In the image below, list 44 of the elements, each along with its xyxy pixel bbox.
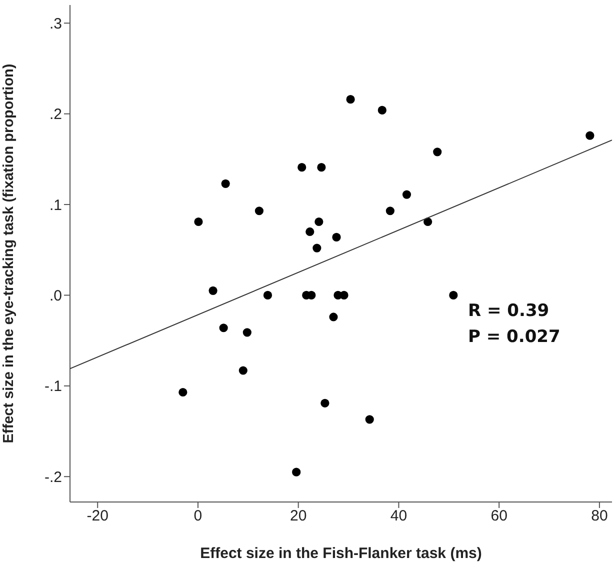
point bbox=[317, 163, 326, 172]
point bbox=[424, 217, 432, 226]
point bbox=[320, 398, 330, 408]
point bbox=[314, 217, 324, 226]
point bbox=[178, 388, 188, 397]
annotation: P = 0.027 bbox=[468, 327, 560, 347]
point bbox=[312, 244, 322, 252]
point bbox=[219, 324, 228, 332]
point bbox=[238, 366, 248, 375]
point bbox=[306, 227, 314, 236]
point bbox=[194, 217, 203, 226]
y-tick-label: .3 bbox=[49, 15, 62, 32]
point bbox=[329, 312, 338, 322]
point bbox=[365, 415, 374, 424]
point bbox=[346, 95, 355, 104]
x-tick-label: 80 bbox=[591, 508, 608, 525]
point bbox=[586, 131, 594, 140]
x-axis-title: Effect size in the Fish-Flanker task (ms) bbox=[200, 545, 482, 562]
y-tick-label: .2 bbox=[49, 106, 62, 124]
y-axis-title: Effect size in the eye-tracking task (fixation proportion) bbox=[1, 64, 18, 444]
point bbox=[242, 328, 252, 337]
y-tick-label: -.1 bbox=[44, 378, 62, 396]
y-tick-label: -.2 bbox=[44, 468, 62, 486]
y-tick-label: .1 bbox=[49, 196, 62, 214]
point bbox=[298, 163, 306, 172]
annotation: R = 0.39 bbox=[468, 301, 550, 321]
x-tick-label: 20 bbox=[290, 508, 307, 525]
point bbox=[221, 179, 230, 188]
point bbox=[263, 290, 272, 300]
point bbox=[332, 232, 341, 242]
x-tick-label: 0 bbox=[194, 508, 202, 525]
point bbox=[386, 206, 394, 216]
point bbox=[340, 290, 348, 300]
point bbox=[378, 106, 386, 115]
x-tick-label: -20 bbox=[86, 508, 108, 525]
point bbox=[254, 206, 264, 216]
point bbox=[208, 286, 218, 295]
y-tick-label: .0 bbox=[49, 288, 62, 305]
x-tick-label: 60 bbox=[490, 508, 508, 525]
point bbox=[433, 148, 442, 156]
point bbox=[449, 290, 458, 300]
x-tick-label: 40 bbox=[390, 508, 408, 525]
point bbox=[292, 468, 301, 476]
point bbox=[402, 190, 412, 199]
